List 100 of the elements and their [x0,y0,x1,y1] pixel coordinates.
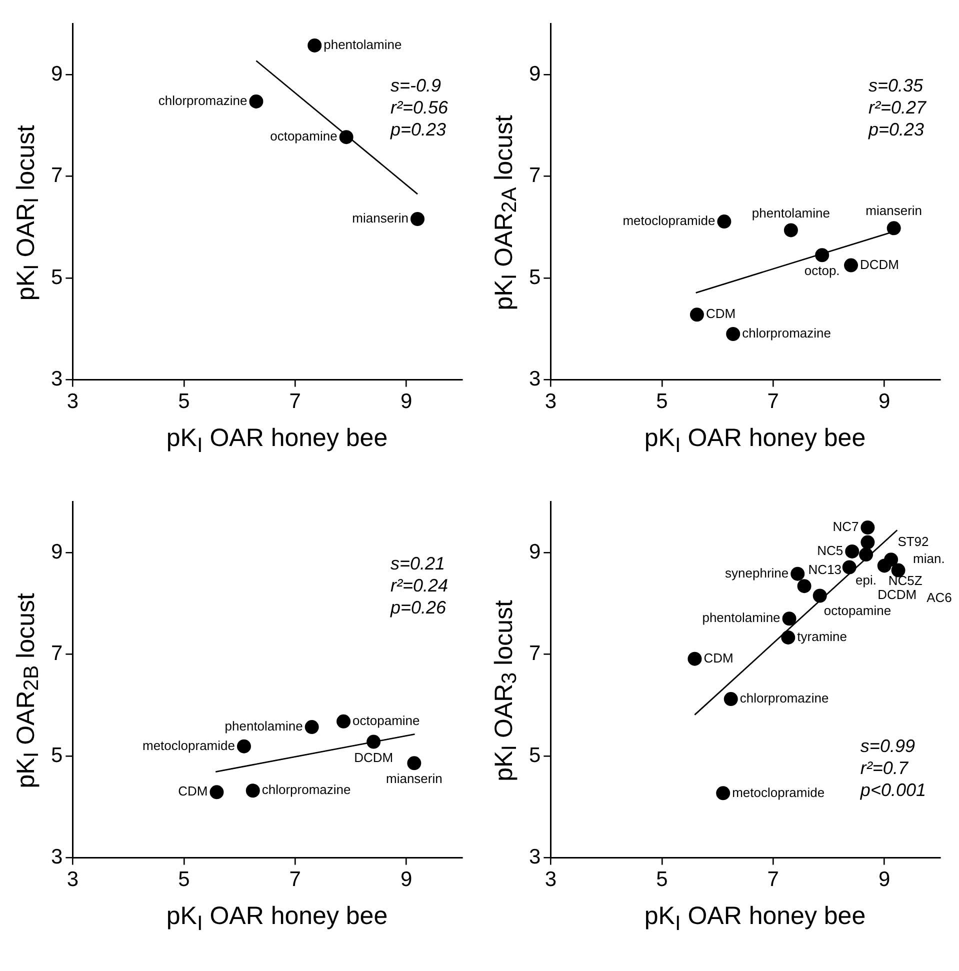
annotation: DCDM [860,256,900,272]
y-tick-label: 3 [528,846,541,869]
annotation: phentolamine [324,37,402,52]
annotation: r²=0.24 [390,576,448,596]
annotation: DCDM [354,750,394,765]
annotation: metoclopramide [732,784,825,800]
x-tick-label: 7 [289,390,301,414]
annotation: phentolamine [224,718,303,734]
y-tick-label: 9 [528,62,541,86]
point [210,785,224,800]
annotation: phentolamine [702,610,780,626]
annotation: NC5 [817,543,844,558]
x-tick-label: 9 [878,390,890,414]
point [690,308,704,322]
annotation: NC5Z [888,572,922,588]
point [845,544,860,558]
point [844,258,858,272]
annotation: phentolamine [752,205,830,220]
annotation: synephrine [725,565,789,580]
annotation: AC6 [926,590,952,606]
x-tick-label: 9 [400,868,412,892]
point [790,566,805,581]
annotation: metoclopramide [622,213,716,228]
annotation: s=-0.9 [390,76,441,96]
annotation: octopamine [352,713,420,728]
annotation: epi. [856,572,877,588]
x-tick-label: 9 [878,868,890,892]
point [726,327,740,342]
point [724,692,738,706]
y-tick-label: 7 [528,164,541,188]
point [688,652,702,666]
annotation: s=0.35 [868,76,924,96]
point [366,734,381,749]
point [877,558,892,573]
x-axis-title: pK$_{I}$ OAR honey bee [165,902,389,936]
annotation: s=0.99 [860,736,915,756]
y-tick-label: 5 [528,266,541,289]
annotation: NC13 [808,562,842,578]
y-tick-label: 9 [50,62,63,86]
x-tick-label: 7 [289,868,301,892]
annotation: CDM [704,650,734,666]
point [815,248,830,262]
x-tick-label: 9 [400,390,412,414]
x-axis-title: pK$_{I}$ OAR honey bee [165,424,389,458]
point [782,612,796,626]
point [860,520,875,535]
point [410,212,425,226]
y-tick-label: 7 [50,642,63,666]
point [886,221,901,236]
point [716,786,730,800]
point [812,588,827,603]
annotation: CDM [706,306,736,322]
annotation: ST92 [898,534,929,549]
point [860,535,875,550]
point [236,739,251,754]
x-tick-label: 3 [66,390,79,414]
annotation: chlorpromazine [262,782,351,798]
point [249,94,264,108]
y-tick-label: 5 [528,744,541,767]
annotation: mianserin [866,203,922,218]
annotation: NC7 [832,519,859,534]
annotation: p=0.26 [389,598,448,618]
annotation: r²=0.27 [868,98,927,118]
annotation: mianserin [386,771,442,786]
x-axis-title: pK$_{I}$ OAR honey bee [643,424,867,458]
x-tick-label: 3 [544,868,557,892]
annotation: chlorpromazine [740,690,829,706]
y-tick-label: 7 [50,164,63,188]
x-tick-label: 5 [656,390,668,414]
annotation: octopamine [824,602,892,618]
y-tick-label: 9 [50,540,63,564]
point [246,784,260,798]
x-tick-label: 7 [767,390,779,414]
annotation: CDM [178,784,208,799]
annotation: tyramine [797,629,848,644]
x-axis-title: pK$_{I}$ OAR honey bee [643,902,867,936]
y-tick-label: 3 [528,368,541,391]
annotation: r²=0.7 [860,758,909,778]
y-tick-label: 9 [528,540,541,564]
annotation: p=0.23 [389,120,446,140]
annotation: octopamine [270,128,338,144]
annotation: s=0.21 [390,554,446,574]
annotation: octop. [804,263,840,278]
point [339,130,354,144]
point [859,548,874,562]
annotation: metoclopramide [142,738,235,753]
y-tick-label: 5 [50,744,63,767]
point [717,214,732,229]
annotation: r²=0.56 [390,98,449,118]
point [797,579,812,594]
annotation: chlorpromazine [158,93,248,108]
annotation: DCDM [878,587,917,602]
y-tick-label: 7 [528,642,541,666]
x-tick-label: 5 [178,868,190,892]
x-tick-label: 7 [767,868,779,892]
point [336,714,351,728]
x-tick-label: 5 [178,390,190,414]
point [304,720,319,734]
x-tick-label: 3 [544,390,557,414]
x-tick-label: 3 [66,868,79,892]
